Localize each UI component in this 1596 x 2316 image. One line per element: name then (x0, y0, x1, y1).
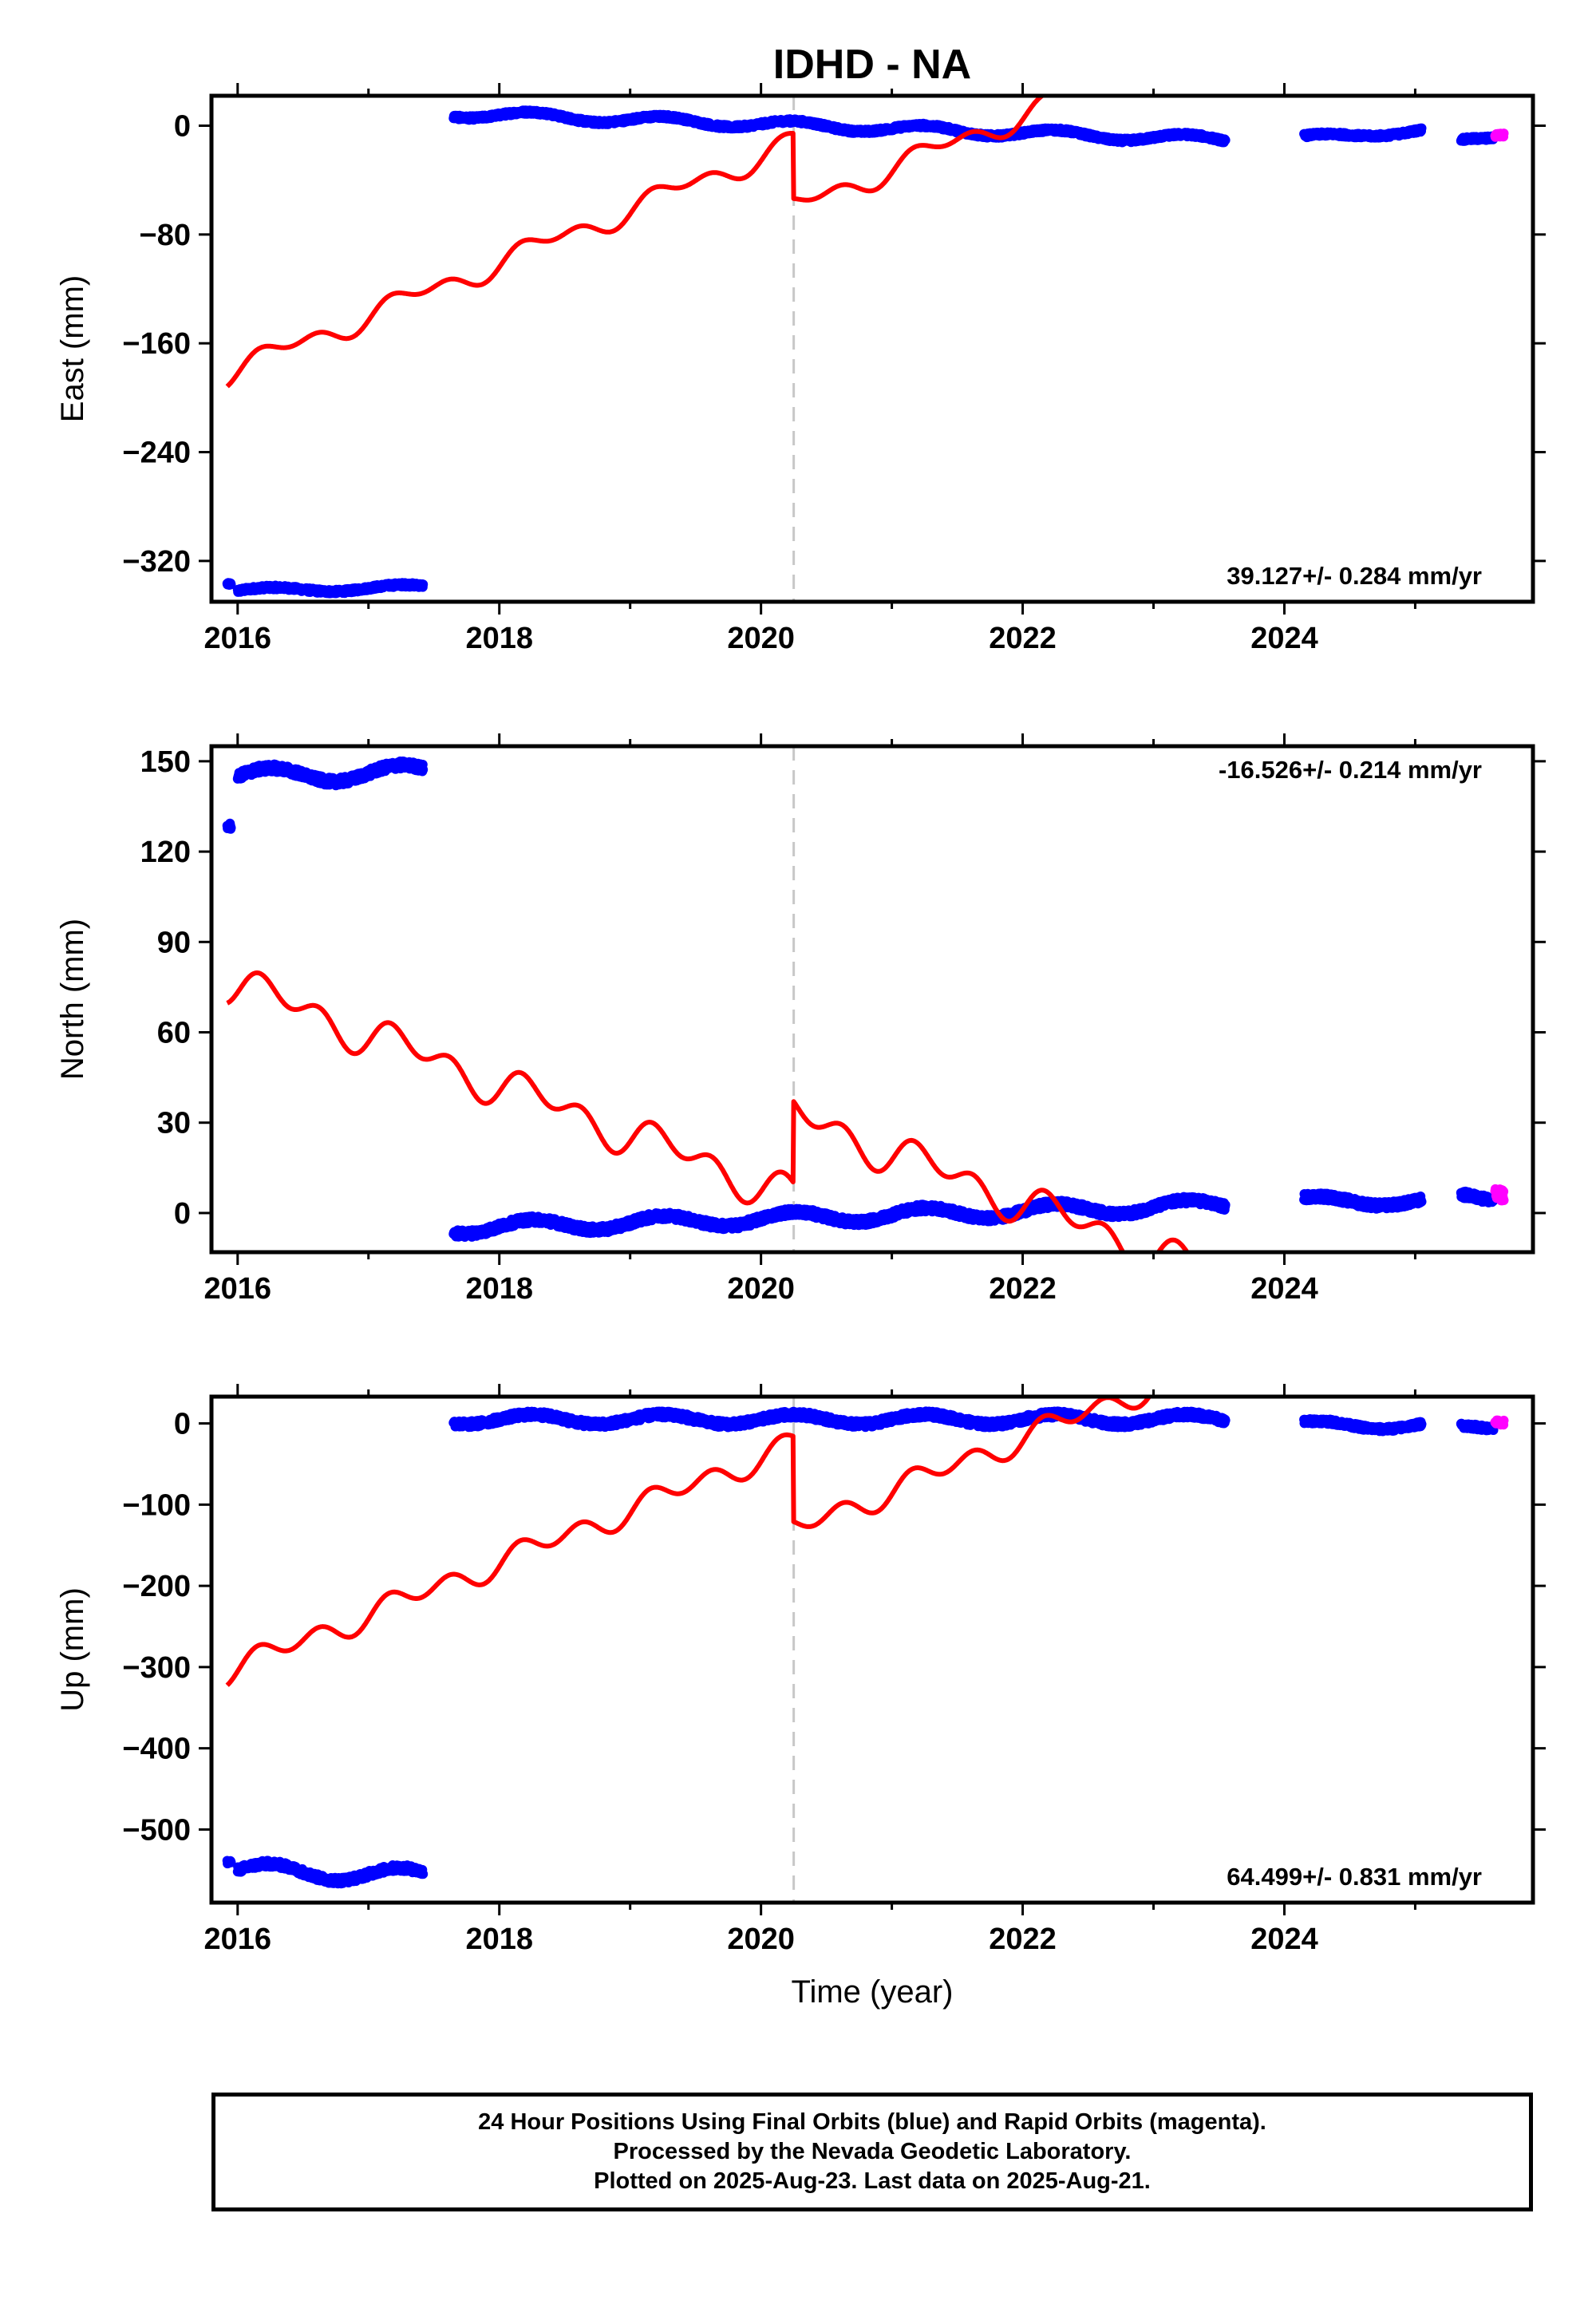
rapid-data-point (1499, 128, 1509, 139)
y-axis-label: East (mm) (55, 275, 90, 422)
x-tick-label: 2024 (1250, 622, 1318, 655)
final-data-point (1416, 123, 1427, 133)
y-tick-label: −80 (140, 219, 191, 252)
final-data-point (226, 823, 236, 833)
panels-group: 2016 2018 2020 2022 2024 0 −80 −160 −240 −320 East… (55, 83, 1546, 2010)
final-data-point (1220, 135, 1231, 145)
x-tick-label: 2018 (465, 622, 533, 655)
panel-1: 2016 2018 2020 2022 2024 0 −80 −160 −240 −320 East… (55, 83, 1546, 655)
final-data-point (418, 579, 429, 590)
data-points (222, 105, 1509, 599)
model-curve (225, 96, 1073, 389)
y-tick-label: −320 (122, 545, 191, 579)
data-points (222, 756, 1509, 1242)
y-tick-label: −240 (122, 437, 191, 470)
x-tick-label: 2020 (727, 622, 795, 655)
x-tick-label: 2022 (989, 622, 1057, 655)
y-tick-label: −160 (122, 327, 191, 361)
chart-title: IDHD - NA (773, 41, 971, 88)
final-data-point (418, 765, 429, 775)
y-tick-label: 0 (174, 109, 191, 143)
plot-frame (209, 93, 1535, 604)
final-data-point (226, 579, 236, 590)
x-tick-label: 2016 (204, 622, 272, 655)
rate-annotation: 39.127+/- 0.284 mm/yr (1227, 562, 1482, 590)
